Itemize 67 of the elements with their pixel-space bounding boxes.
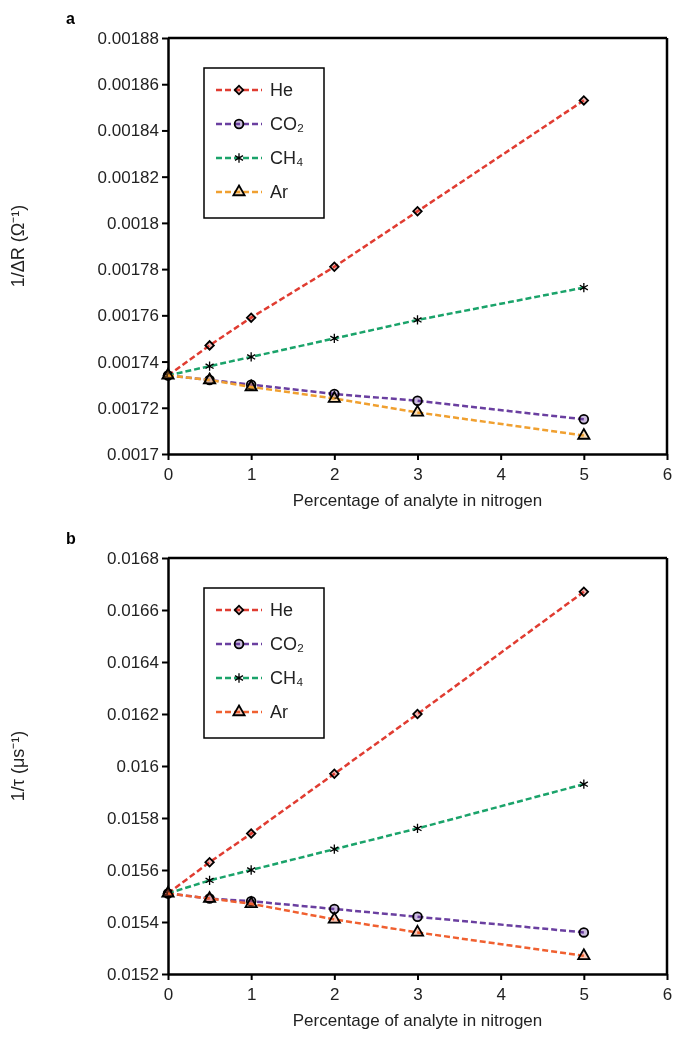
point [246,828,257,839]
x-tick-label: 0 [163,465,174,484]
y-tick-label: 0.0162 [107,704,159,724]
chart-title: a [66,10,75,27]
chart-title: b [66,530,76,547]
y-tick-label: 0.00178 [97,260,159,280]
y-tick-label: 0.00188 [97,28,159,48]
legend-label: Ar [270,702,289,722]
point [412,708,423,720]
y-tick-label: 0.0158 [107,808,159,828]
point [578,414,590,425]
y-tick-label: 0.0018 [107,213,159,233]
point [577,428,591,440]
y-tick-label: 0.0164 [107,652,159,672]
x-axis-title: Percentage of analyte in nitrogen [292,491,543,510]
x-tick-label: 2 [330,465,340,484]
legend-label: He [270,600,294,620]
x-tick-label: 1 [246,465,257,484]
x-axis-title: Percentage of analyte in nitrogen [292,1011,543,1030]
point [327,911,341,924]
point [578,586,589,597]
legend-label: Ar [270,182,289,202]
x-tick-label: 6 [662,985,673,1004]
y-axis-title: 1/τ (μs⁻¹) [8,730,28,802]
x-tick-label: 5 [579,985,590,1004]
x-tick-label: 2 [330,985,340,1004]
point [410,924,425,937]
x-tick-label: 5 [579,465,590,484]
point [329,768,340,779]
y-tick-label: 0.0168 [107,548,159,568]
y-tick-label: 0.0017 [107,444,159,464]
y-tick-label: 0.016 [116,756,159,776]
x-tick-label: 4 [496,465,506,484]
legend-label: CO₂ [270,634,304,654]
point [412,911,423,923]
x-tick-label: 3 [413,985,423,1004]
y-axis-title: 1/ΔR (Ω⁻¹) [8,204,28,288]
legend-label: CH₄ [270,148,304,168]
x-tick-label: 3 [413,465,423,484]
y-tick-label: 0.00184 [97,121,159,141]
point [329,903,340,915]
point [204,340,215,351]
point [204,857,215,868]
y-tick-label: 0.00176 [97,306,159,326]
point [410,404,425,417]
x-tick-label: 1 [246,985,257,1004]
y-tick-label: 0.00186 [97,75,159,95]
legend-label: CO₂ [270,114,304,134]
point [577,948,591,960]
y-tick-label: 0.00174 [97,352,159,372]
y-tick-label: 0.00182 [97,167,159,187]
y-tick-label: 0.00172 [97,398,159,418]
y-tick-label: 0.0156 [107,860,159,880]
x-tick-label: 4 [496,985,506,1004]
point [578,927,590,938]
point [578,95,589,106]
legend-label: He [270,80,294,100]
y-tick-label: 0.0154 [107,912,159,932]
x-tick-label: 0 [163,985,174,1004]
x-tick-label: 6 [662,465,673,484]
legend-label: CH₄ [270,668,304,688]
point [329,261,340,272]
y-tick-label: 0.0152 [107,964,159,984]
y-tick-label: 0.0166 [107,600,159,620]
point [246,312,257,323]
point [412,206,423,217]
point [412,395,423,407]
